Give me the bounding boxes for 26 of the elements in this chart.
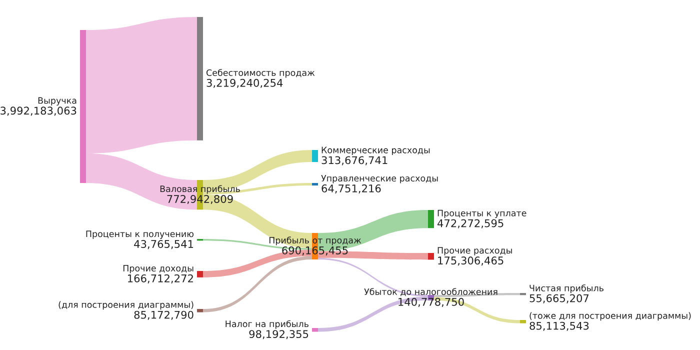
category-label: Проценты к получению <box>86 230 194 239</box>
category-label: Себестоимость продаж <box>206 69 315 78</box>
data-label: 472,272,595 <box>438 219 504 228</box>
data-label: 64,751,216 <box>322 184 381 194</box>
category-label: Налог на прибыль <box>226 320 308 329</box>
data-label: 85,113,543 <box>530 322 589 331</box>
data-label: 85,172,790 <box>134 310 194 320</box>
data-label: 3,992,183,063 <box>0 106 76 116</box>
data-label: 140,778,750 <box>398 298 464 307</box>
data-label: 43,765,541 <box>134 240 194 250</box>
data-label: 98,192,355 <box>249 330 308 340</box>
data-label: 55,665,207 <box>530 294 589 304</box>
data-label: 166,712,272 <box>128 274 193 284</box>
category-label: (тоже для построения диаграммы) <box>530 312 691 321</box>
category-label: Прочие доходы <box>123 264 194 274</box>
category-label: Выручка <box>38 97 76 106</box>
category-label: (для построения диаграммы) <box>58 301 194 310</box>
data-label: 175,306,465 <box>438 256 504 266</box>
category-label: Прочие расходы <box>438 247 512 256</box>
category-label: Коммерческие расходы <box>322 146 430 156</box>
data-label: 313,676,741 <box>322 156 388 166</box>
category-label: Управленческие расходы <box>321 175 438 184</box>
category-label: Проценты к уплате <box>438 210 526 218</box>
category-label: Убыток до налогообложения <box>364 288 498 296</box>
data-label: 3,219,240,254 <box>206 78 283 88</box>
category-label: Чистая прибыль <box>530 284 604 294</box>
